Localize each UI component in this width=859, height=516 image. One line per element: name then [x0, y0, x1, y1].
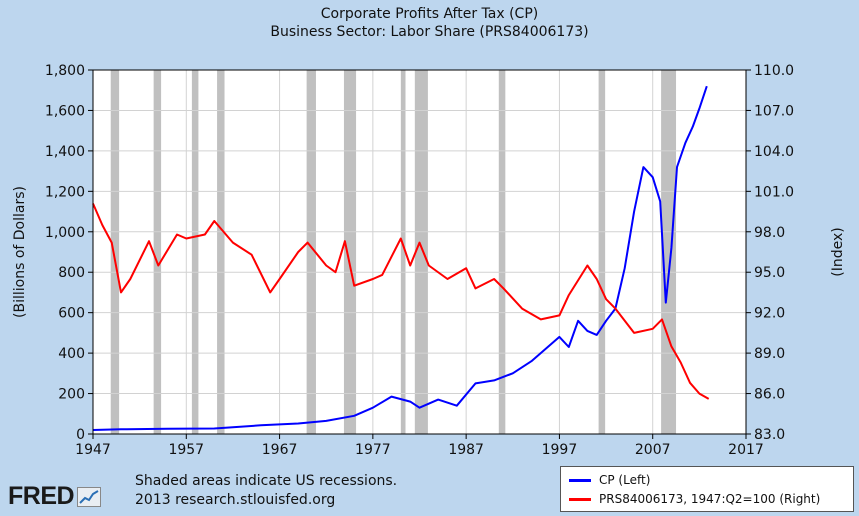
recession-band — [217, 70, 225, 434]
y-tick-label-right: 110.0 — [754, 63, 794, 79]
y-tick-label-right: 89.0 — [754, 346, 785, 362]
y-tick-label-right: 95.0 — [754, 265, 785, 281]
recession-band — [498, 70, 506, 434]
fred-logo: FRED — [8, 482, 102, 511]
legend: CP (Left) PRS84006173, 1947:Q2=100 (Righ… — [560, 466, 854, 512]
recession-band — [400, 70, 406, 434]
y-tick-label-left: 600 — [58, 306, 85, 322]
recession-band — [110, 70, 120, 434]
x-tick-label: 1947 — [75, 442, 111, 458]
x-tick-label: 1977 — [355, 442, 391, 458]
plot-border — [92, 69, 747, 435]
y-tick-label-right: 104.0 — [754, 144, 794, 160]
y-tick-label-right: 92.0 — [754, 306, 785, 322]
recession-band — [661, 70, 677, 434]
recession-note: Shaded areas indicate US recessions. — [135, 473, 398, 489]
y-tick-label-right: 107.0 — [754, 103, 794, 119]
y-tick-label-left: 400 — [58, 346, 85, 362]
series-line-prs — [92, 203, 710, 400]
y-tick-label-left: 1,600 — [45, 103, 85, 119]
x-tick-label: 2007 — [635, 442, 671, 458]
y-axis-label-right: (Index) — [830, 227, 846, 276]
y-tick-label-left: 200 — [58, 387, 85, 403]
y-tick-label-left: 0 — [76, 427, 85, 443]
y-tick-label-right: 83.0 — [754, 427, 785, 443]
legend-label-cp: CP (Left) — [599, 473, 651, 487]
x-tick-label: 1967 — [262, 442, 298, 458]
legend-item-prs: PRS84006173, 1947:Q2=100 (Right) — [569, 492, 820, 506]
chart-thumbnail-icon — [77, 486, 102, 507]
y-axis-label-left: (Billions of Dollars) — [12, 186, 28, 318]
y-tick-label-right: 101.0 — [754, 184, 794, 200]
fred-logo-text: FRED — [8, 482, 75, 510]
y-tick-label-left: 1,200 — [45, 184, 85, 200]
recession-band — [343, 70, 357, 434]
x-tick-label: 1997 — [542, 442, 578, 458]
recession-band — [153, 70, 162, 434]
legend-item-cp: CP (Left) — [569, 473, 650, 487]
x-tick-label: 1987 — [448, 442, 484, 458]
recession-band — [306, 70, 316, 434]
legend-swatch-cp — [569, 478, 591, 482]
series-line-cp — [92, 85, 708, 431]
legend-swatch-prs — [569, 497, 591, 501]
y-tick-label-left: 800 — [58, 265, 85, 281]
recession-band — [191, 70, 199, 434]
y-tick-label-right: 98.0 — [754, 225, 785, 241]
y-tick-label-right: 86.0 — [754, 387, 785, 403]
x-tick-label: 2017 — [728, 442, 764, 458]
chart-subtitle: Business Sector: Labor Share (PRS8400617… — [270, 24, 589, 40]
y-tick-label-left: 1,400 — [45, 144, 85, 160]
recession-band — [598, 70, 606, 434]
footer-note: Shaded areas indicate US recessions. 201… — [135, 472, 397, 510]
chart-title: Corporate Profits After Tax (CP) — [320, 6, 539, 22]
y-tick-label-left: 1,000 — [45, 225, 85, 241]
y-tick-label-left: 1,800 — [45, 63, 85, 79]
recession-band — [414, 70, 428, 434]
source-note: 2013 research.stlouisfed.org — [135, 492, 336, 508]
x-tick-label: 1957 — [168, 442, 204, 458]
legend-label-prs: PRS84006173, 1947:Q2=100 (Right) — [599, 492, 821, 506]
